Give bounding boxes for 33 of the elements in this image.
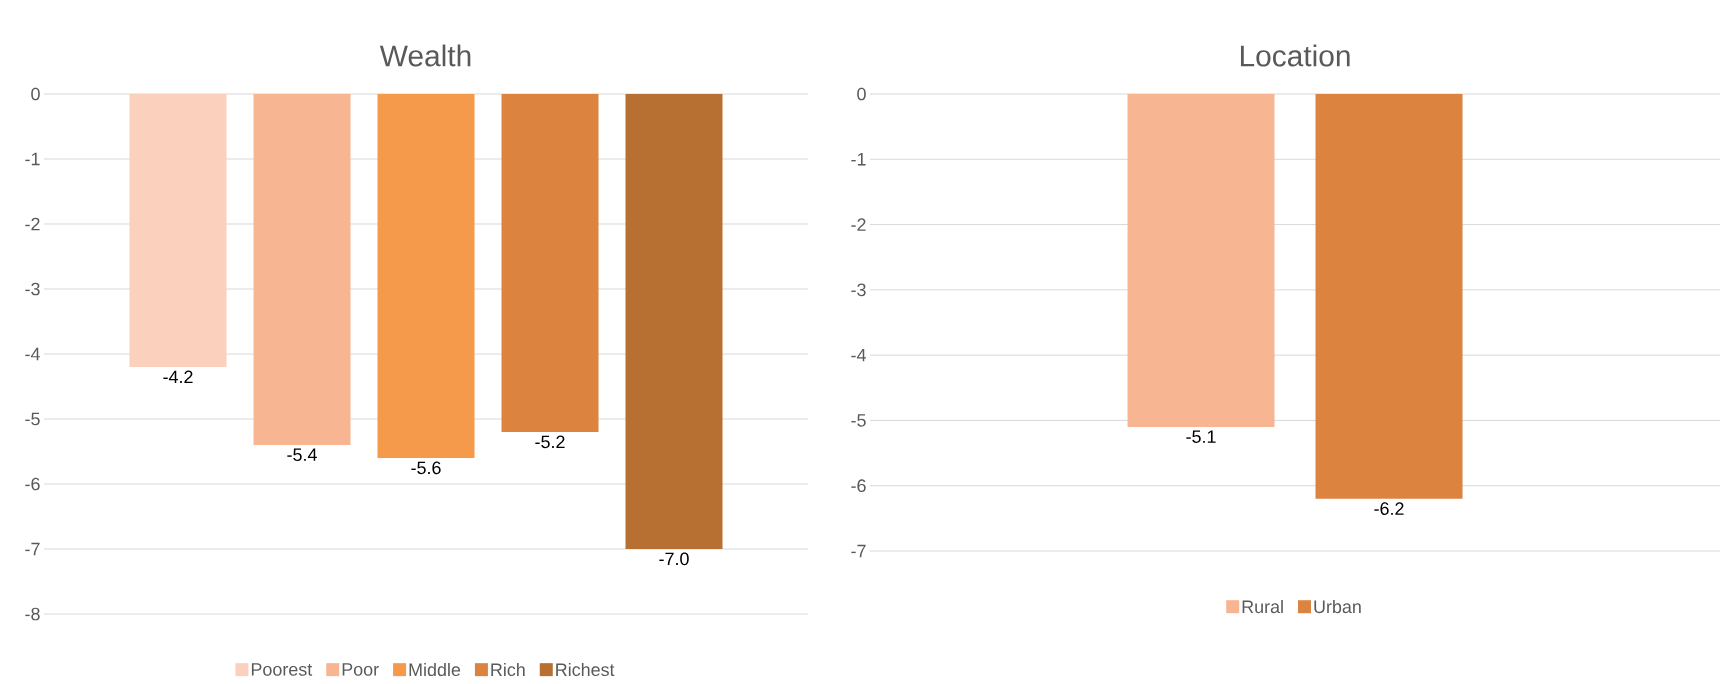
data-label: -5.6 bbox=[411, 461, 441, 475]
y-tick-label: -3 bbox=[25, 282, 40, 296]
y-tick-label: -7 bbox=[851, 544, 866, 558]
legend-label: Poor bbox=[342, 663, 379, 676]
legend-label: Richest bbox=[556, 662, 615, 677]
y-tick-label: 0 bbox=[857, 87, 866, 101]
y-tick-label: -3 bbox=[851, 283, 866, 297]
y-tick-label: -1 bbox=[851, 153, 866, 166]
legend-label: Middle bbox=[409, 662, 461, 677]
data-label: -5.2 bbox=[535, 435, 565, 449]
y-tick-label: 0 bbox=[31, 87, 40, 101]
legend-label: Urban bbox=[1314, 599, 1361, 614]
chart-title: Wealth bbox=[379, 44, 471, 67]
legend-label: Rural bbox=[1242, 599, 1283, 614]
data-label: -6.2 bbox=[1374, 502, 1404, 515]
chart-title: Location bbox=[1240, 44, 1350, 67]
y-tick-label: -1 bbox=[25, 152, 40, 166]
data-label: -5.4 bbox=[287, 448, 317, 462]
y-tick-label: -6 bbox=[851, 479, 866, 493]
y-tick-label: -5 bbox=[25, 412, 40, 426]
y-tick-label: -5 bbox=[851, 414, 866, 427]
data-label: -7.0 bbox=[659, 552, 689, 566]
y-tick-label: -2 bbox=[851, 218, 866, 231]
data-label: -4.2 bbox=[163, 370, 193, 384]
y-tick-label: -6 bbox=[25, 477, 40, 491]
legend-label: Poorest bbox=[251, 663, 313, 676]
legend-label: Rich bbox=[491, 662, 525, 677]
y-tick-label: -4 bbox=[851, 348, 866, 362]
y-tick-label: -4 bbox=[25, 347, 40, 361]
data-label: -5.1 bbox=[1186, 430, 1216, 443]
y-tick-label: -8 bbox=[25, 607, 40, 621]
y-tick-label: -2 bbox=[25, 217, 40, 231]
y-tick-label: -7 bbox=[25, 542, 40, 556]
